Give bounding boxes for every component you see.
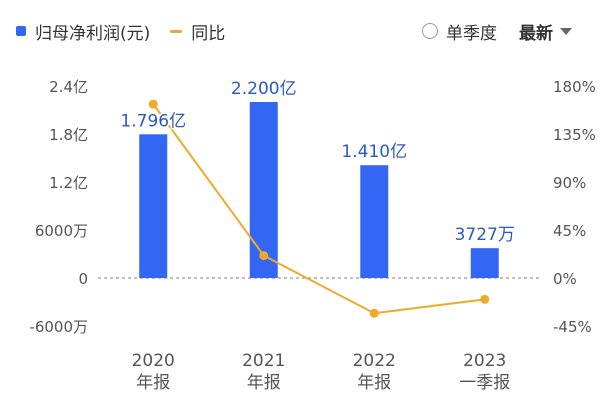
x-category-label: 2021 (242, 351, 285, 371)
radio-circle-icon (422, 23, 438, 39)
yoy-point (148, 99, 158, 109)
legend-item-net-profit[interactable]: 归母净利润(元) (16, 19, 150, 44)
sort-dropdown[interactable]: 最新 (519, 19, 572, 44)
x-category-label: 年报 (247, 373, 281, 393)
bar-net-profit (139, 134, 168, 278)
legend-label-yoy: 同比 (191, 23, 226, 44)
yoy-point (369, 308, 379, 318)
legend-item-yoy[interactable]: 同比 (160, 19, 225, 44)
y-left-tick-label: 6000万 (35, 222, 88, 240)
yoy-line (152, 103, 485, 315)
x-category-label: 2022 (353, 351, 396, 371)
y-left-tick-label: 0 (78, 270, 88, 288)
y-right-tick-label: 180% (553, 78, 596, 96)
y-left-tick-label: 2.4亿 (49, 78, 88, 96)
x-category-label: 一季报 (459, 373, 510, 393)
legend-label-net-profit: 归母净利润(元) (35, 23, 151, 44)
y-right-tick-label: 90% (553, 174, 586, 192)
y-left-tick-label: 1.8亿 (49, 126, 88, 144)
y-left-tick-label: 1.2亿 (49, 174, 88, 192)
legend-swatch-line (170, 29, 183, 33)
y-left-tick-label: -6000万 (29, 318, 88, 336)
x-category-label: 年报 (357, 373, 391, 393)
legend-swatch-bar (16, 26, 26, 36)
yoy-point (480, 294, 490, 304)
bar-data-label: 1.410亿 (341, 142, 407, 162)
caret-down-icon (560, 27, 572, 35)
bar-net-profit (249, 102, 278, 278)
sort-dropdown-label: 最新 (519, 23, 553, 44)
yoy-point (259, 251, 269, 261)
x-category-label: 2023 (463, 351, 506, 371)
chart-legend: 归母净利润(元) 同比 (16, 17, 225, 45)
y-right-tick-label: 135% (553, 126, 596, 144)
bar-data-label: 3727万 (455, 225, 515, 245)
y-right-tick-label: 0% (553, 270, 577, 288)
chart-controls: 单季度 最新 (422, 17, 572, 45)
x-category-label: 2020 (132, 351, 175, 371)
bar-data-label: 2.200亿 (231, 79, 297, 99)
bar-data-label: 1.796亿 (120, 111, 186, 131)
y-right-tick-label: 45% (553, 222, 586, 240)
single-quarter-label: 单季度 (446, 23, 497, 44)
x-category-label: 年报 (136, 373, 170, 393)
bar-net-profit (360, 165, 389, 278)
bar-net-profit (470, 248, 499, 278)
single-quarter-radio[interactable]: 单季度 (422, 19, 497, 44)
y-right-tick-label: -45% (553, 318, 592, 336)
